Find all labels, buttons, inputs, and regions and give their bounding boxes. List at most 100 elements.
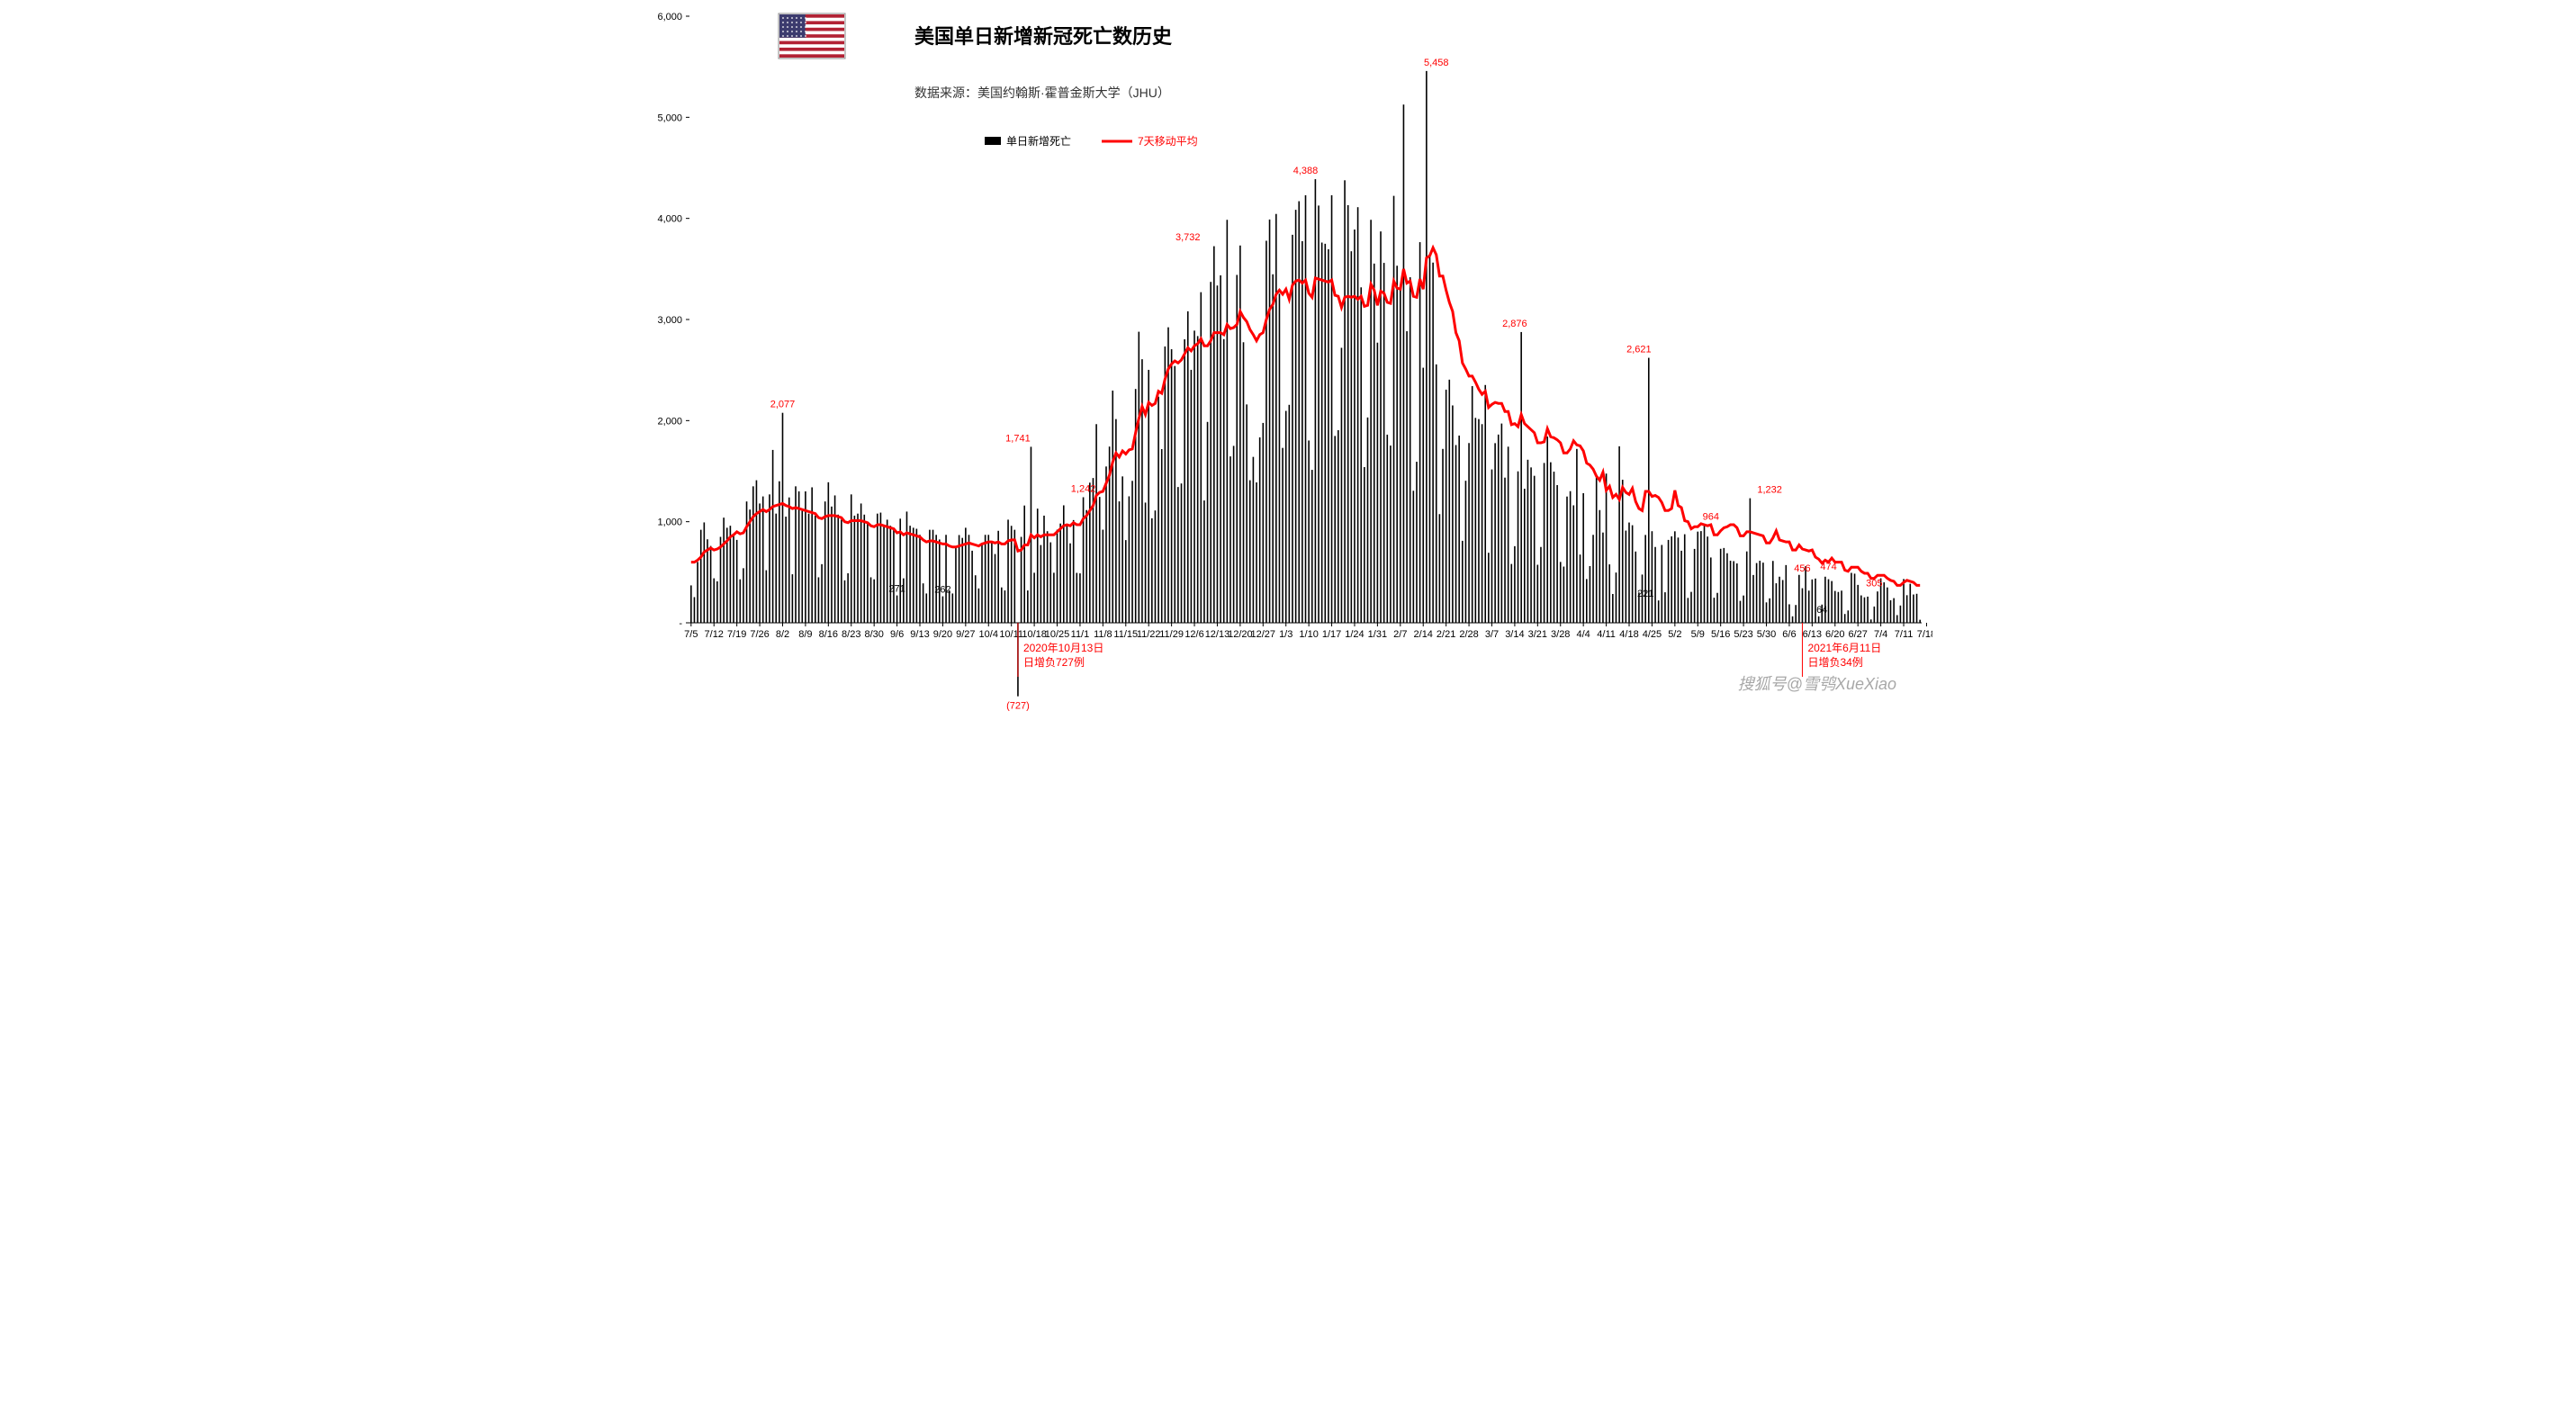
bar	[1294, 210, 1296, 623]
x-tick-label: 7/18	[1916, 629, 1932, 640]
x-tick-label: 11/29	[1159, 629, 1184, 640]
bar	[981, 544, 983, 623]
bar	[1288, 405, 1290, 623]
x-tick-label: 8/2	[775, 629, 788, 640]
bar	[1226, 220, 1228, 623]
bar	[1059, 524, 1061, 623]
bar	[1190, 370, 1192, 623]
bar	[1206, 422, 1208, 623]
bar	[739, 580, 741, 623]
bar	[863, 515, 865, 623]
bar	[1406, 331, 1408, 623]
bar	[912, 527, 914, 623]
bar	[1664, 592, 1666, 623]
bar	[1801, 589, 1803, 623]
bar	[1262, 423, 1264, 623]
bar	[1883, 582, 1885, 623]
bar	[1523, 489, 1525, 623]
bar	[1488, 553, 1490, 623]
bar	[729, 526, 731, 623]
bar	[1248, 481, 1250, 623]
x-tick-label: 12/6	[1184, 629, 1203, 640]
legend-bar-swatch	[985, 137, 1001, 145]
x-tick-label: 11/1	[1070, 629, 1089, 640]
y-tick-label: 5,000	[657, 112, 682, 123]
bar	[1631, 526, 1633, 623]
x-tick-label: 12/27	[1250, 629, 1275, 640]
annotation-text: 2020年10月13日	[1022, 642, 1103, 654]
bar	[1409, 277, 1410, 623]
bar	[1608, 564, 1610, 623]
bar	[1356, 207, 1358, 623]
bar	[1416, 462, 1418, 623]
flag-star	[800, 26, 802, 28]
bar	[1340, 347, 1342, 623]
bar	[765, 571, 767, 623]
bar	[1905, 595, 1907, 623]
annotation-text: 2021年6月11日	[1807, 642, 1881, 654]
chart-subtitle: 数据来源：美国约翰斯·霍普金斯大学（JHU）	[914, 86, 1170, 100]
bar	[1056, 530, 1058, 623]
bar	[1049, 543, 1051, 623]
bar	[1769, 598, 1770, 623]
bar	[1661, 545, 1662, 623]
bar	[1239, 246, 1241, 623]
flag-star	[782, 17, 784, 19]
bar	[769, 494, 770, 623]
x-tick-label: 1/3	[1279, 629, 1293, 640]
x-tick-label: 3/14	[1505, 629, 1524, 640]
bar	[1736, 563, 1738, 623]
bar	[1837, 592, 1839, 623]
negative-label: (727)	[1006, 701, 1030, 711]
x-tick-label: 4/11	[1597, 629, 1616, 640]
bar	[1216, 285, 1218, 623]
low-label: 262	[934, 585, 950, 596]
peak-label: 1,232	[1757, 485, 1782, 496]
bar	[1471, 386, 1473, 623]
bar	[761, 497, 763, 623]
bar	[958, 535, 959, 623]
x-tick-label: 7/19	[726, 629, 745, 640]
bar	[899, 518, 901, 623]
bar	[1213, 247, 1215, 623]
bar	[1765, 602, 1767, 623]
bar	[1680, 551, 1682, 623]
flag-star	[787, 17, 788, 19]
bar	[1004, 590, 1005, 623]
flag-star	[791, 35, 793, 37]
bar	[716, 581, 718, 623]
bar	[1144, 502, 1146, 623]
bar	[932, 530, 933, 623]
bar	[1435, 364, 1437, 623]
bar	[1775, 583, 1777, 623]
bar	[1831, 581, 1833, 623]
bar	[719, 537, 721, 623]
bar	[1027, 590, 1029, 623]
peak-label: 2,077	[770, 400, 795, 410]
x-tick-label: 5/30	[1756, 629, 1775, 640]
x-tick-label: 7/5	[684, 629, 698, 640]
bar	[1743, 596, 1744, 623]
bar	[1576, 449, 1578, 623]
bar	[1400, 289, 1401, 623]
bar	[1497, 435, 1499, 623]
x-tick-label: 9/20	[932, 629, 951, 640]
bar	[1383, 263, 1384, 623]
bar	[1569, 491, 1571, 623]
x-tick-label: 12/20	[1228, 629, 1253, 640]
bar	[961, 538, 963, 623]
flag-star	[787, 22, 788, 23]
bar	[1428, 255, 1430, 623]
flag-star	[791, 26, 793, 28]
flag-star	[787, 35, 788, 37]
bar	[693, 597, 695, 623]
bar	[1563, 567, 1564, 623]
bar	[723, 518, 725, 623]
bar	[896, 596, 897, 623]
bar	[1089, 482, 1091, 623]
bar	[1154, 510, 1156, 623]
bar	[847, 573, 849, 623]
bar	[1579, 554, 1581, 623]
bar	[1893, 598, 1895, 623]
bar	[1556, 485, 1558, 623]
